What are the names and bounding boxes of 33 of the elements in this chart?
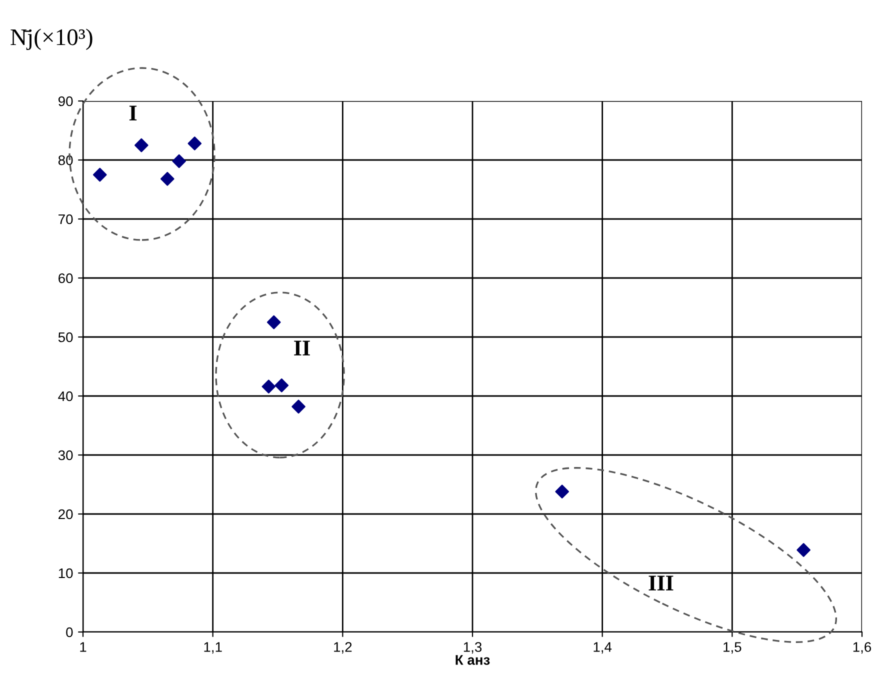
point: [172, 154, 186, 168]
point: [92, 168, 107, 182]
y-axis-title: N̄j(×10³): [10, 28, 92, 50]
y-tick-label: 30: [58, 450, 73, 460]
point: [274, 378, 289, 392]
annotation: III: [648, 576, 674, 590]
x-tick-label: 1,5: [724, 642, 742, 654]
x-tick-label: 1,1: [204, 642, 222, 654]
point: [262, 380, 276, 394]
point: [292, 400, 306, 414]
y-tick-label: 40: [58, 391, 73, 402]
point: [160, 172, 174, 186]
y-tick-label: 90: [58, 96, 73, 106]
annotation: I: [129, 106, 137, 120]
y-tick-label: 20: [58, 509, 73, 520]
x-tick-label: 1,2: [334, 642, 352, 654]
y-tick-label: 80: [58, 155, 73, 166]
y-tick-label: 0: [66, 627, 73, 638]
point: [266, 315, 281, 330]
annotation: II: [294, 340, 310, 356]
x-tick-label: 1,4: [594, 642, 612, 654]
x-tick-label: 1,3: [464, 642, 482, 654]
y-tick-label: 50: [58, 332, 73, 342]
point: [796, 543, 810, 557]
point: [188, 136, 202, 150]
x-axis-title: К анз: [456, 655, 490, 665]
point: [134, 138, 148, 152]
y-tick-label: 60: [58, 273, 73, 284]
x-tick-label: 1: [80, 642, 86, 652]
y-tick-label: 10: [58, 568, 73, 578]
y-tick-label: 70: [58, 214, 73, 224]
x-tick-label: 1,6: [853, 642, 872, 654]
point: [555, 484, 569, 498]
